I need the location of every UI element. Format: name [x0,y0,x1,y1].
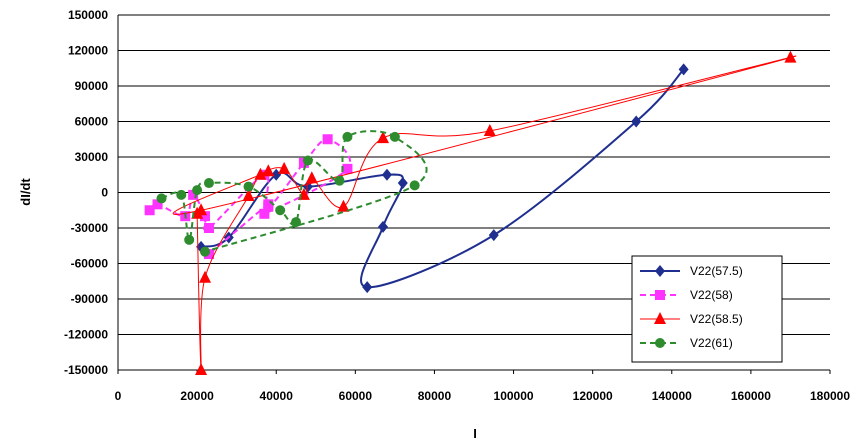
data-point [203,223,214,233]
data-point [389,131,400,142]
y-tick-label: 90000 [75,79,109,93]
data-point [362,281,373,294]
y-tick-label: 60000 [75,115,109,129]
data-point [199,270,212,283]
x-tick-label: 120000 [573,389,613,403]
x-axis-title: I [473,426,477,441]
data-point [271,168,282,181]
data-point [243,181,254,192]
data-point [176,189,187,200]
x-tick-label: 60000 [339,389,373,403]
y-tick-label: 0 [101,186,108,200]
data-point [275,205,286,216]
y-tick-label: -150000 [64,363,108,377]
x-tick-label: 40000 [260,389,294,403]
data-point [242,189,255,202]
data-point [184,234,195,245]
y-tick-label: -30000 [71,221,109,235]
series-1 [196,63,689,294]
data-point [342,163,353,174]
series-line [161,130,428,253]
data-point [397,177,408,190]
data-point [254,167,267,180]
y-tick-label: -60000 [71,257,109,271]
x-tick-label: 160000 [731,389,771,403]
legend-label: V22(57.5) [690,264,743,278]
series-layer [144,50,797,375]
series-4 [156,130,428,257]
data-point [631,115,642,128]
x-tick-label: 180000 [810,389,850,403]
data-point [377,131,390,144]
legend-marker [655,338,665,348]
data-point [259,208,270,219]
data-point [278,161,291,174]
data-point [409,180,420,191]
data-point [188,189,199,200]
data-point [291,217,301,228]
legend-marker [655,265,665,277]
data-point [302,155,313,166]
data-point [381,168,392,181]
y-axis-title: dI/dt [18,178,33,206]
data-point [678,63,689,76]
data-point [334,175,345,186]
legend-label: V22(58) [690,288,733,302]
legend-label: V22(61) [690,336,733,350]
axis-layer: 150000 120000 90000 60000 30000 0 -30000 -60000… [64,8,850,403]
data-point [192,185,203,196]
x-tick-label: 80000 [418,389,452,403]
y-tick-label: 150000 [68,8,108,22]
legend-label: V22(58.5) [690,312,743,326]
data-point [156,193,167,204]
data-point [262,164,275,177]
data-point [378,220,389,233]
data-point [305,171,318,184]
legend-marker [654,312,666,324]
data-point [784,50,797,63]
y-tick-label: -120000 [64,328,108,342]
data-point [203,178,214,189]
x-tick-label: 0 [115,389,122,403]
y-tick-label: 120000 [68,44,108,58]
y-tick-label: -90000 [71,292,109,306]
data-point [483,123,496,136]
legend-marker [655,290,665,300]
data-point [342,131,353,142]
x-tick-label: 20000 [180,389,214,403]
legend: V22(57.5) V22(58) V22(58.5) V22(61) [631,255,783,363]
x-tick-label: 100000 [494,389,534,403]
data-point [195,363,208,375]
data-point [200,246,211,257]
data-point [337,199,350,212]
data-point [152,199,163,210]
data-point [144,205,155,216]
y-tick-label: 30000 [75,150,109,164]
x-tick-label: 140000 [652,389,692,403]
data-point [200,211,211,222]
data-point [263,199,274,210]
data-point [322,134,333,145]
data-point [195,203,208,216]
series-3 [172,50,797,375]
series-line [200,68,685,289]
data-point [488,229,499,242]
